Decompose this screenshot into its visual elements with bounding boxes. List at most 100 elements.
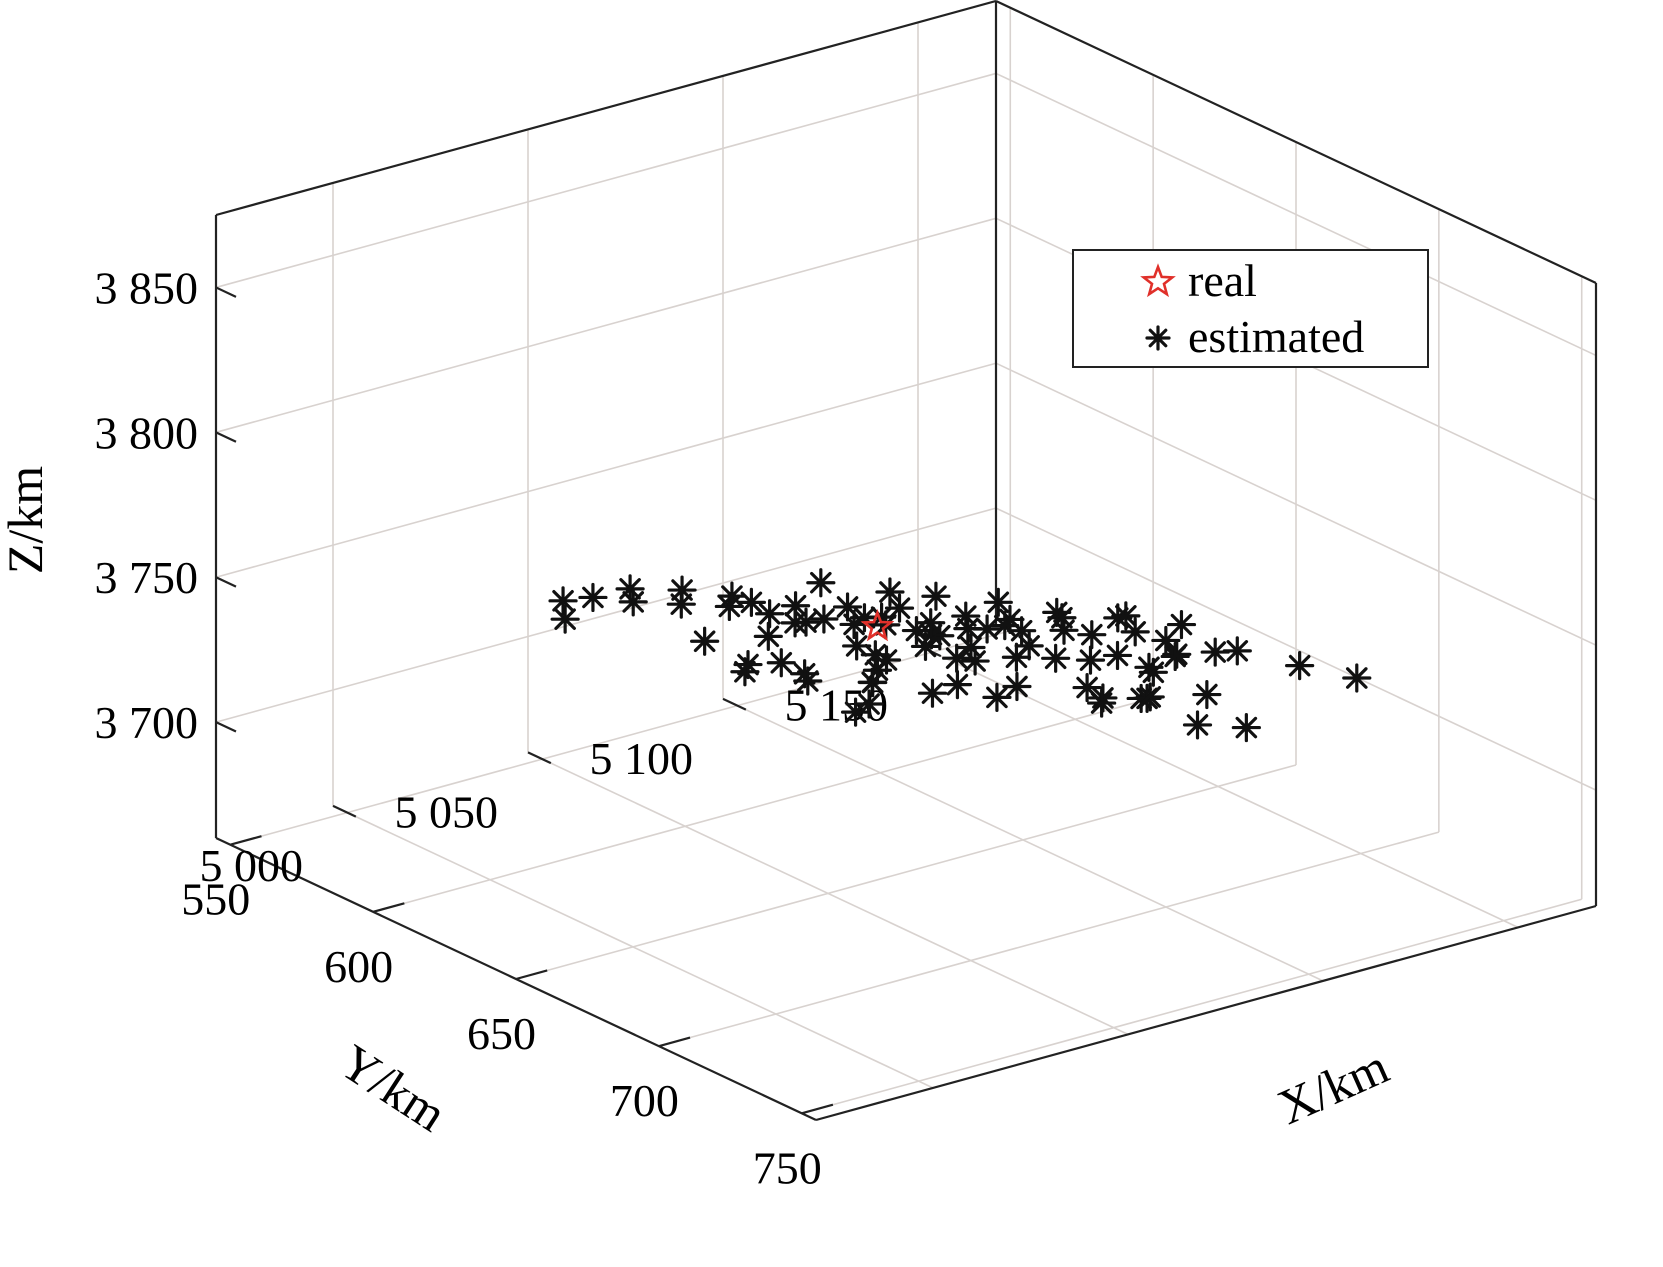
point-estimated <box>858 667 888 698</box>
point-estimated <box>733 649 763 680</box>
grid-line <box>527 751 1129 1036</box>
z-tick <box>215 431 237 443</box>
point-estimated <box>690 626 720 656</box>
point-estimated <box>793 666 823 696</box>
z-tick <box>215 721 237 733</box>
point-estimated <box>780 591 811 621</box>
y-tick-label: 5 050 <box>395 786 499 837</box>
point-estimated <box>840 697 871 727</box>
point-estimated <box>860 640 890 670</box>
grid-line <box>801 898 1582 1115</box>
grid-lines <box>215 7 1597 1115</box>
y-tick-label: 5 000 <box>200 840 304 891</box>
point-estimated <box>916 608 946 638</box>
legend-asterisk-shape <box>1145 325 1171 351</box>
grid-line <box>995 507 1597 791</box>
point-estimated <box>1075 645 1106 675</box>
point-estimated <box>780 608 810 638</box>
legend-star-shape <box>1140 263 1176 298</box>
data-points <box>548 568 1372 743</box>
point-estimated <box>1231 712 1261 743</box>
point-estimated <box>618 587 648 617</box>
point-estimated <box>1166 609 1197 640</box>
y-tick-label: 5 100 <box>590 733 694 784</box>
point-estimated <box>667 575 697 605</box>
point-estimated <box>942 643 972 673</box>
grid-line <box>515 764 1297 980</box>
point-estimated <box>1111 601 1141 631</box>
grid-line <box>215 72 997 289</box>
x-tick-label: 650 <box>467 1008 536 1059</box>
asterisk-icon <box>1145 325 1171 351</box>
point-estimated <box>550 604 580 634</box>
point-estimated <box>1072 672 1102 703</box>
z-tick <box>215 286 237 298</box>
point-estimated <box>921 581 951 611</box>
z-tick-label: 3 750 <box>95 552 199 603</box>
box-edge <box>995 0 1597 284</box>
axes-box <box>214 0 1598 1122</box>
z-tick-label: 3 850 <box>95 262 199 313</box>
point-estimated <box>942 670 973 700</box>
point-estimated <box>615 574 645 604</box>
grid-line <box>215 362 997 578</box>
z-tick-label: 3 800 <box>95 407 199 458</box>
point-estimated <box>1077 620 1107 650</box>
grid-line <box>332 805 934 1089</box>
point-estimated <box>806 568 836 598</box>
grid-line <box>658 831 1440 1047</box>
point-estimated <box>960 646 990 676</box>
point-estimated <box>1042 597 1072 627</box>
point-estimated <box>982 682 1012 712</box>
point-estimated <box>1132 683 1162 713</box>
point-estimated <box>1160 641 1190 672</box>
point-estimated <box>953 614 983 644</box>
y-tick <box>527 751 552 765</box>
x-tick-label: 550 <box>181 874 250 925</box>
x-tick-label: 700 <box>610 1075 679 1126</box>
grid-line <box>215 507 997 723</box>
point-estimated <box>983 587 1013 617</box>
point-estimated <box>875 577 905 607</box>
grid-line <box>215 217 997 434</box>
y-axis-label: Y/km <box>330 1033 456 1142</box>
x-tick <box>515 969 548 981</box>
x-tick-label: 600 <box>324 941 393 992</box>
z-tick-label: 3 700 <box>95 697 199 748</box>
legend-label-real: real <box>1188 255 1257 306</box>
legend: real estimated <box>1072 249 1429 368</box>
grid-line <box>722 698 1324 982</box>
point-estimated <box>1222 636 1252 666</box>
tick-marks <box>215 286 942 1115</box>
point-estimated <box>1342 663 1372 693</box>
grid-line <box>995 72 1597 357</box>
z-tick <box>215 576 237 588</box>
point-estimated <box>917 678 948 708</box>
x-tick <box>658 1036 691 1048</box>
point-estimated <box>990 611 1020 641</box>
x-tick <box>229 835 262 846</box>
point-estimated <box>1002 671 1032 702</box>
point-real-top <box>860 609 895 642</box>
x-tick <box>372 902 405 913</box>
x-tick <box>801 1103 834 1115</box>
point-estimated <box>1087 688 1117 718</box>
point-estimated <box>755 599 785 629</box>
box-edge <box>215 0 997 217</box>
point-estimated <box>736 587 767 617</box>
point-estimated <box>766 648 796 678</box>
point-estimated <box>809 604 839 634</box>
grid-line <box>372 697 1154 913</box>
x-axis-label: X/km <box>1270 1038 1397 1136</box>
point-estimated <box>1285 651 1315 681</box>
box-edge <box>815 904 1597 1122</box>
point-estimated <box>717 581 747 611</box>
point-estimated <box>1182 710 1213 740</box>
point-estimated <box>1192 679 1222 710</box>
point-estimated <box>832 592 863 622</box>
point-estimated <box>1041 643 1071 673</box>
legend-box <box>1072 249 1429 368</box>
point-estimated <box>866 602 897 632</box>
